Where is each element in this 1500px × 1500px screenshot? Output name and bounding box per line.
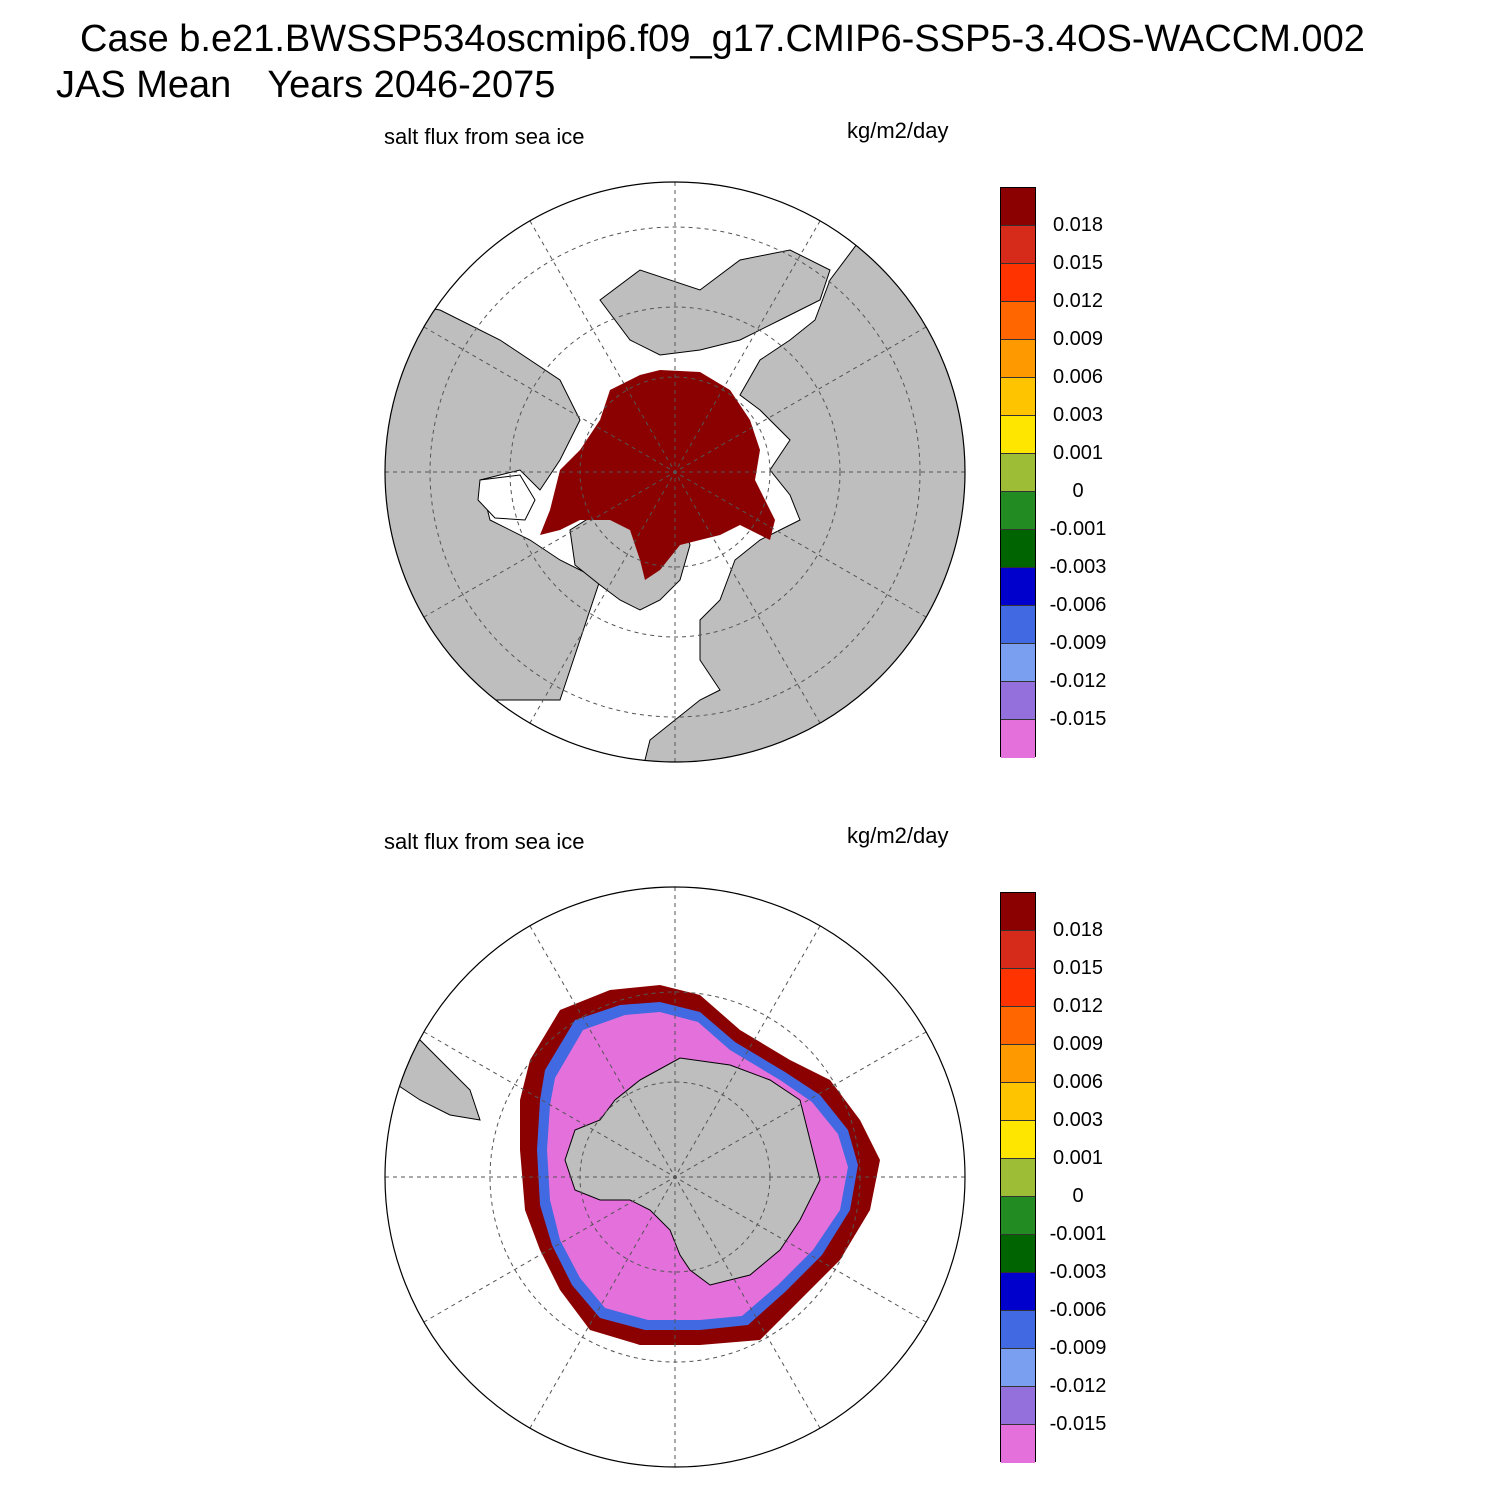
colorbar-swatch [1001, 931, 1035, 969]
colorbar-tick-label: -0.012 [1049, 670, 1107, 692]
south-panel-units: kg/m2/day [847, 823, 949, 848]
colorbar-tick-label: 0.009 [1052, 328, 1104, 350]
north-panel-units: kg/m2/day [847, 118, 949, 143]
colorbar-tick-label: -0.012 [1049, 1375, 1107, 1397]
colorbar-tick-label: 0.012 [1052, 995, 1104, 1017]
north-land-top [599, 249, 831, 356]
colorbar-tick-label: 0 [1072, 1185, 1084, 1207]
north-sea-ice [540, 370, 775, 580]
colorbar-tick-label: 0.006 [1052, 366, 1104, 388]
colorbar-swatch [1001, 969, 1035, 1007]
years-label: Years 2046-2075 [267, 64, 556, 106]
colorbar-tick-label: -0.015 [1049, 708, 1107, 730]
colorbar-tick-label: 0 [1072, 480, 1084, 502]
colorbar-tick-label: -0.006 [1049, 1299, 1107, 1321]
colorbar-swatch [1001, 1007, 1035, 1045]
colorbar-swatch [1001, 492, 1035, 530]
colorbar-swatch [1001, 454, 1035, 492]
south-colorbar [1000, 892, 1036, 1463]
colorbar-swatch [1001, 1235, 1035, 1273]
colorbar-tick-label: -0.006 [1049, 594, 1107, 616]
colorbar-swatch [1001, 1083, 1035, 1121]
colorbar-swatch [1001, 606, 1035, 644]
colorbar-swatch [1001, 1425, 1035, 1463]
colorbar-swatch [1001, 1045, 1035, 1083]
season-label: JAS Mean [56, 64, 232, 106]
north-graticule [385, 182, 965, 762]
colorbar-tick-label: -0.009 [1049, 1337, 1107, 1359]
colorbar-swatch [1001, 302, 1035, 340]
colorbar-swatch [1001, 1349, 1035, 1387]
colorbar-swatch [1001, 340, 1035, 378]
north-panel-title: salt flux from sea ice [384, 124, 585, 149]
colorbar-swatch [1001, 1387, 1035, 1425]
colorbar-swatch [1001, 226, 1035, 264]
colorbar-tick-label: 0.012 [1052, 290, 1104, 312]
colorbar-swatch [1001, 720, 1035, 758]
north-land-eurasia [639, 239, 965, 762]
colorbar-swatch [1001, 264, 1035, 302]
colorbar-swatch [1001, 893, 1035, 931]
colorbar-tick-label: -0.001 [1049, 518, 1107, 540]
colorbar-tick-label: 0.018 [1052, 919, 1104, 941]
case-title: Case b.e21.BWSSP534oscmip6.f09_g17.CMIP6… [80, 18, 1365, 60]
colorbar-tick-label: 0.018 [1052, 214, 1104, 236]
colorbar-swatch [1001, 416, 1035, 454]
colorbar-tick-label: 0.015 [1052, 252, 1104, 274]
colorbar-swatch [1001, 568, 1035, 606]
colorbar-swatch [1001, 644, 1035, 682]
north-colorbar [1000, 187, 1036, 758]
colorbar-swatch [1001, 530, 1035, 568]
south-polar-map [384, 886, 966, 1468]
south-land-antarctica [564, 1057, 821, 1286]
colorbar-tick-label: 0.003 [1052, 1109, 1104, 1131]
colorbar-swatch [1001, 188, 1035, 226]
north-map-border [384, 181, 966, 763]
colorbar-swatch [1001, 378, 1035, 416]
north-hudson-bay [477, 474, 536, 521]
colorbar-tick-label: -0.003 [1049, 556, 1107, 578]
north-polar-map [384, 181, 966, 763]
colorbar-tick-label: 0.001 [1052, 442, 1104, 464]
south-map-border [384, 886, 966, 1468]
season-title: JAS Mean Years 2046-2075 [56, 64, 555, 107]
colorbar-tick-label: -0.001 [1049, 1223, 1107, 1245]
colorbar-swatch [1001, 1273, 1035, 1311]
colorbar-tick-label: 0.001 [1052, 1147, 1104, 1169]
colorbar-swatch [1001, 1121, 1035, 1159]
colorbar-tick-label: 0.006 [1052, 1071, 1104, 1093]
colorbar-tick-label: 0.009 [1052, 1033, 1104, 1055]
colorbar-tick-label: -0.009 [1049, 632, 1107, 654]
colorbar-tick-label: -0.003 [1049, 1261, 1107, 1283]
colorbar-tick-label: 0.003 [1052, 404, 1104, 426]
colorbar-swatch [1001, 682, 1035, 720]
colorbar-swatch [1001, 1159, 1035, 1197]
colorbar-tick-label: -0.015 [1049, 1413, 1107, 1435]
colorbar-tick-label: 0.015 [1052, 957, 1104, 979]
colorbar-swatch [1001, 1311, 1035, 1349]
south-graticule [385, 887, 965, 1467]
colorbar-swatch [1001, 1197, 1035, 1235]
south-panel-title: salt flux from sea ice [384, 829, 585, 854]
